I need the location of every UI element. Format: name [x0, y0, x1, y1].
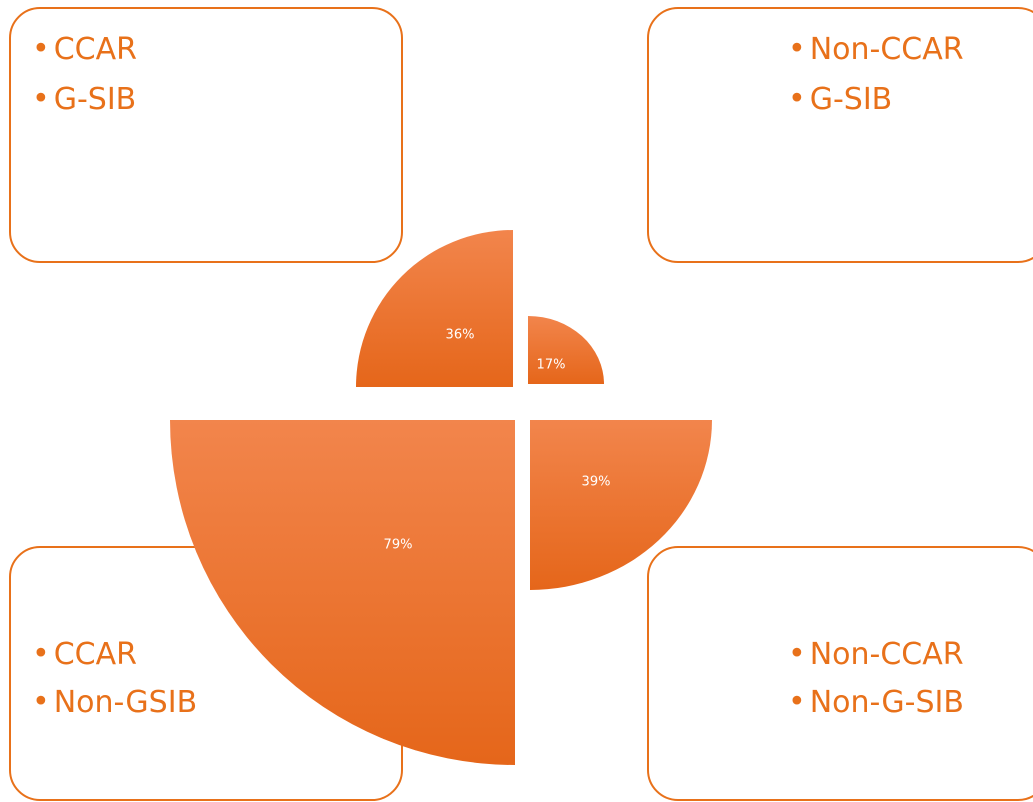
box-top-left	[9, 7, 403, 263]
segment-label: 39%	[582, 475, 611, 490]
segment-label: 79%	[384, 538, 413, 553]
bullets-top-right: • Non-CCAR • G-SIB	[788, 32, 964, 117]
bullets-top-left: • CCAR • G-SIB	[32, 32, 137, 117]
box-top-right	[647, 7, 1033, 263]
bullet: • Non-GSIB	[32, 685, 197, 720]
segment-label: 36%	[446, 328, 475, 343]
bullet: • G-SIB	[788, 82, 892, 117]
bullet: • Non-CCAR	[788, 637, 964, 672]
bullet: • G-SIB	[32, 82, 136, 117]
bullet: • Non-G-SIB	[788, 685, 964, 720]
segment	[530, 420, 712, 590]
segment	[356, 230, 513, 387]
bullet: • Non-CCAR	[788, 32, 964, 67]
segment	[170, 420, 515, 765]
segment-label: 17%	[537, 358, 566, 373]
bullet: • CCAR	[32, 32, 137, 67]
box-bottom-right	[647, 546, 1033, 801]
segment	[528, 316, 604, 384]
bullet: • CCAR	[32, 637, 137, 672]
bullets-bottom-right: • Non-CCAR • Non-G-SIB	[788, 637, 964, 720]
bullets-bottom-left: • CCAR • Non-GSIB	[32, 637, 197, 720]
